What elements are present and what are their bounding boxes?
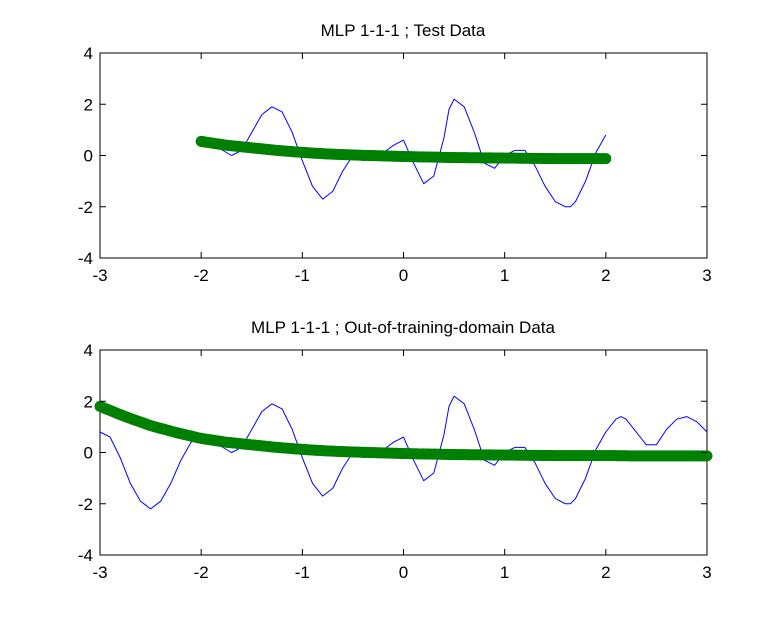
y-tick-label: -4 [78,249,93,268]
tick-layer: -3 -2 -1 0 1 2 3 -4 -2 0 2 4 [78,44,712,285]
x-tick-label: 2 [601,266,610,285]
x-tick-label: 1 [500,266,509,285]
y-tick-label: -2 [78,495,93,514]
subplot-out-of-domain-data: MLP 1-1-1 ; Out-of-training-domain Data … [78,318,713,582]
series-markers [195,135,612,165]
data-point [600,153,612,165]
y-tick-label: 4 [84,44,93,63]
series-line [201,98,607,208]
x-tick-label: -1 [295,563,310,582]
x-tick-label: -1 [295,266,310,285]
x-tick-label: -2 [194,266,209,285]
x-tick-label: 3 [702,563,711,582]
y-tick-label: 4 [84,341,93,360]
y-tick-label: 0 [84,147,93,166]
x-tick-label: 3 [702,266,711,285]
data-point [701,450,713,462]
x-tick-label: -3 [92,266,107,285]
y-tick-label: 2 [84,392,93,411]
y-tick-label: -2 [78,198,93,217]
series-layer [195,98,612,208]
y-tick-label: -4 [78,546,93,565]
series-layer [94,395,713,510]
x-tick-label: -2 [194,563,209,582]
x-tick-label: 2 [601,563,610,582]
subplot-test-data: MLP 1-1-1 ; Test Data -3 -2 -1 0 1 2 3 -4 -2 0 2 4 [78,21,712,285]
x-tick-label: 1 [500,563,509,582]
x-tick-label: 0 [399,563,408,582]
y-tick-label: 2 [84,95,93,114]
series-markers [94,400,713,462]
chart-title: MLP 1-1-1 ; Test Data [321,21,486,40]
x-tick-label: -3 [92,563,107,582]
tick-layer: -3 -2 -1 0 1 2 3 -4 -2 0 2 4 [78,341,712,582]
chart-title: MLP 1-1-1 ; Out-of-training-domain Data [251,318,555,337]
x-tick-label: 0 [399,266,408,285]
y-tick-label: 0 [84,444,93,463]
